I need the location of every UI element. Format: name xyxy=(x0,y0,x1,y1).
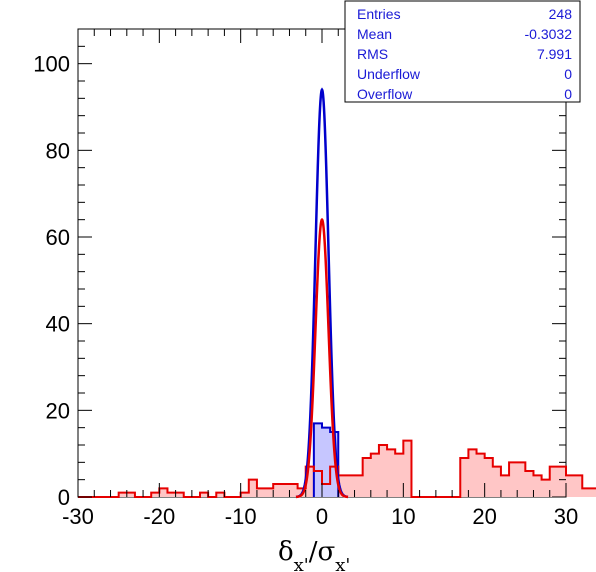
y-tick-label: 40 xyxy=(46,312,70,337)
stats-label: Mean xyxy=(357,26,392,42)
blue-step-line xyxy=(312,422,340,497)
red-gaussian-curve xyxy=(295,217,349,499)
x-tick-label: 30 xyxy=(554,504,578,529)
stats-value: -0.3032 xyxy=(525,26,573,42)
x-axis-label: δx'/σx' xyxy=(278,537,350,572)
stats-value: 0 xyxy=(564,66,572,82)
stats-value: 7.991 xyxy=(537,46,572,62)
y-tick-label: 60 xyxy=(46,225,70,250)
y-tick-label: 80 xyxy=(46,138,70,163)
x-tick-label: -30 xyxy=(62,504,94,529)
histogram-lines xyxy=(78,87,596,499)
stats-frame xyxy=(344,0,581,103)
blue-step-fill xyxy=(313,423,339,497)
x-tick-label: -10 xyxy=(225,504,257,529)
y-tick-label: 100 xyxy=(33,52,70,77)
axes: -30 -20 -10 0 10 20 30 0 20 40 60 80 100 xyxy=(33,28,578,529)
y-tick-label: 0 xyxy=(58,485,70,510)
stats-label: Entries xyxy=(357,6,401,22)
x-tick-label: 10 xyxy=(391,504,415,529)
x-tick-label: 20 xyxy=(472,504,496,529)
x-tick-label: -20 xyxy=(143,504,175,529)
stats-box: Entries 248 Mean -0.3032 RMS 7.991 Underflow 0 O… xyxy=(344,0,581,103)
stats-label: Underflow xyxy=(357,66,421,82)
red-step-line xyxy=(78,439,596,498)
stats-value: 248 xyxy=(549,6,573,22)
stats-value: 0 xyxy=(564,86,572,102)
x-tick-label: 0 xyxy=(316,504,328,529)
y-tick-label: 20 xyxy=(46,398,70,423)
stats-label: Overflow xyxy=(357,86,413,102)
stats-label: RMS xyxy=(357,46,388,62)
